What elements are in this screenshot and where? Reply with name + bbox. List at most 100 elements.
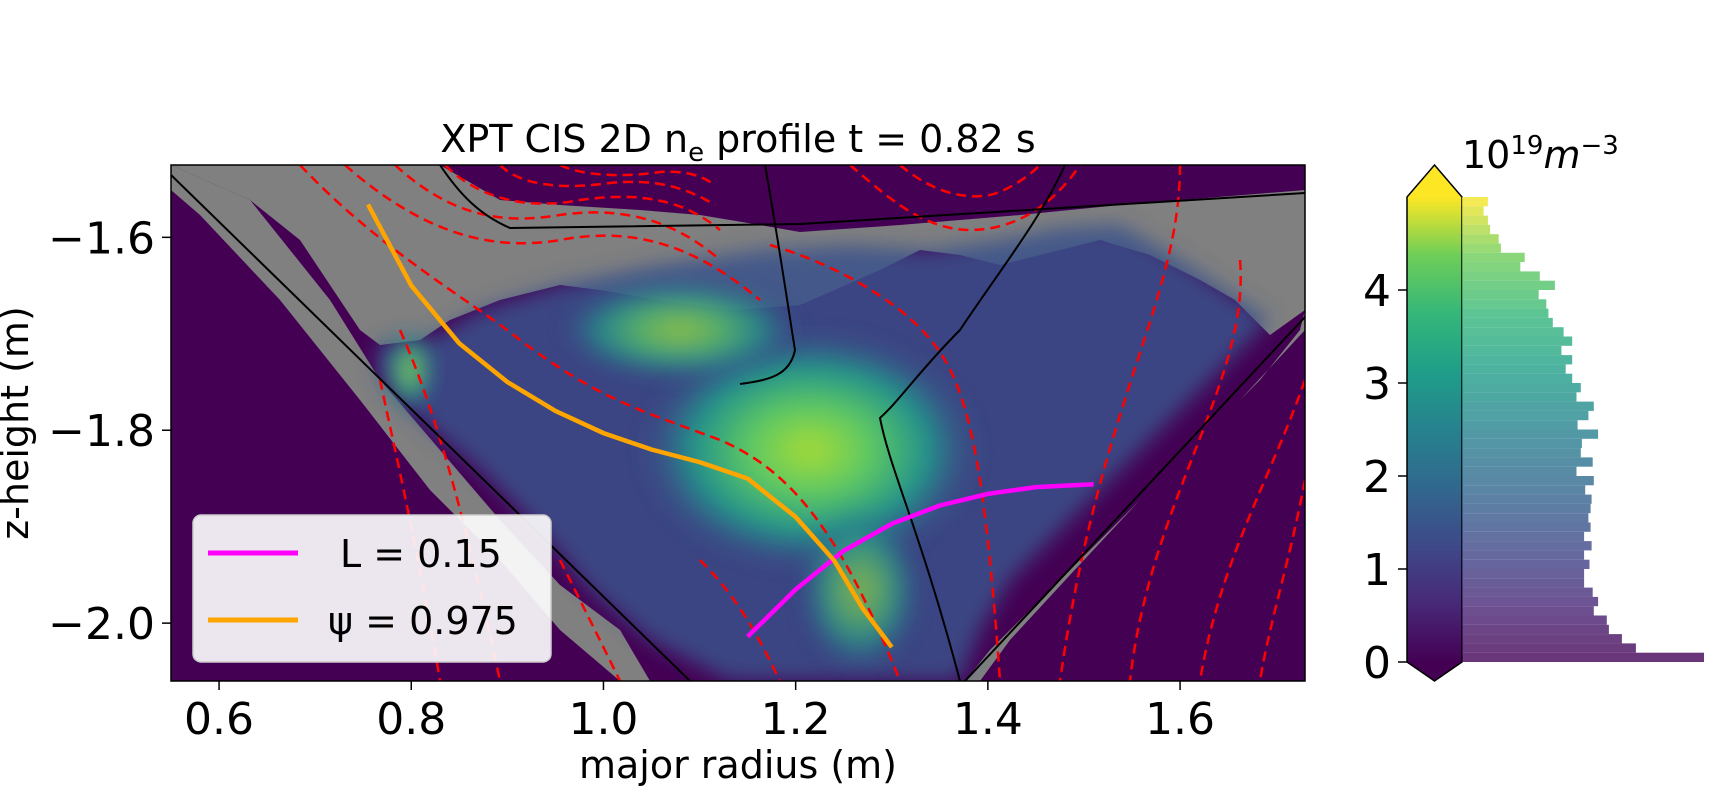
histogram-bar bbox=[1462, 290, 1539, 300]
separatrix bbox=[739, 165, 797, 385]
legend: L = 0.15 ψ = 0.975 bbox=[192, 514, 552, 663]
colorbar-tick-label: 1 bbox=[1363, 545, 1391, 596]
histogram-bar bbox=[1462, 383, 1581, 393]
series-line-L bbox=[746, 481, 1094, 639]
flux-contour bbox=[769, 243, 1002, 681]
histogram-bar bbox=[1462, 615, 1607, 625]
divertor-wall bbox=[964, 316, 1305, 681]
flux-contour bbox=[499, 165, 716, 207]
separatrix bbox=[439, 165, 1305, 230]
flux-contour bbox=[344, 165, 761, 301]
flux-contour bbox=[1258, 479, 1305, 681]
flux-contour bbox=[444, 165, 721, 231]
histogram-bar bbox=[1462, 466, 1577, 476]
heatmap-plot bbox=[171, 165, 1305, 681]
histogram-bar bbox=[1462, 550, 1585, 560]
histogram-bar bbox=[1462, 569, 1585, 579]
histogram-bar bbox=[1462, 485, 1586, 495]
histogram-bar bbox=[1462, 215, 1488, 225]
x-tick-label: 0.8 bbox=[376, 694, 446, 745]
histogram-bar bbox=[1462, 503, 1591, 514]
histogram-bar bbox=[1462, 596, 1599, 607]
histogram-bar bbox=[1462, 429, 1599, 439]
histogram-bar bbox=[1462, 364, 1566, 374]
colorbar: 0 1 2 3 4 1019m−3 bbox=[1363, 131, 1704, 689]
histogram-bar bbox=[1462, 224, 1491, 235]
histogram-bar bbox=[1462, 541, 1592, 551]
histogram-bar bbox=[1462, 355, 1573, 365]
histogram-bar bbox=[1462, 522, 1591, 532]
flux-contour bbox=[849, 165, 1082, 232]
wall-lines bbox=[171, 165, 1305, 681]
histogram-bar bbox=[1462, 578, 1585, 588]
colorbar-tick-label: 4 bbox=[1363, 266, 1391, 317]
masked-region-left bbox=[171, 165, 650, 681]
colorbar-label: 1019m−3 bbox=[1462, 131, 1619, 177]
histogram-bar bbox=[1462, 643, 1636, 653]
flux-contour bbox=[699, 559, 782, 681]
histogram-bar bbox=[1462, 299, 1547, 309]
histogram-bar bbox=[1462, 345, 1562, 356]
separatrix bbox=[878, 165, 1066, 681]
x-tick-label: 1.6 bbox=[1145, 694, 1215, 745]
flux-contour bbox=[394, 165, 721, 261]
chart-title: XPT CIS 2D ne profile t = 0.82 s bbox=[440, 117, 1035, 168]
histogram-bar bbox=[1462, 634, 1622, 644]
histogram-bar bbox=[1462, 410, 1589, 421]
x-tick-label: 1.2 bbox=[761, 694, 831, 745]
histogram-bar bbox=[1462, 624, 1609, 635]
colorbar-extend-bottom bbox=[1407, 662, 1462, 681]
legend-entry-psi: ψ = 0.975 bbox=[328, 599, 518, 643]
histogram-bar bbox=[1462, 448, 1581, 458]
histogram-bar bbox=[1462, 252, 1525, 263]
histogram-bar bbox=[1462, 327, 1564, 337]
colorbar-tick-label: 0 bbox=[1363, 638, 1391, 689]
histogram-bar bbox=[1462, 457, 1593, 467]
histogram-bar bbox=[1462, 234, 1499, 244]
flux-contour bbox=[558, 559, 622, 681]
histogram-bar bbox=[1462, 587, 1593, 597]
flux-contour bbox=[299, 165, 902, 681]
histogram-bar bbox=[1462, 420, 1578, 430]
histogram-bar bbox=[1462, 271, 1540, 281]
density-hotspot bbox=[800, 510, 920, 670]
histogram-bar bbox=[1462, 373, 1573, 383]
histogram-bar bbox=[1462, 652, 1704, 662]
colorbar-histogram bbox=[1462, 197, 1704, 662]
histogram-bar bbox=[1462, 438, 1582, 449]
histogram-bar bbox=[1462, 494, 1592, 504]
x-tick-label: 0.6 bbox=[184, 694, 254, 745]
histogram-bar bbox=[1462, 262, 1521, 272]
colorbar-tick-label: 2 bbox=[1363, 452, 1391, 503]
y-tick-label: −1.8 bbox=[48, 406, 155, 457]
flux-contour bbox=[559, 165, 716, 187]
series-line-psi bbox=[366, 203, 894, 649]
x-axis-label: major radius (m) bbox=[579, 743, 897, 787]
histogram-bar bbox=[1462, 513, 1589, 523]
x-tick-label: 1.4 bbox=[953, 694, 1023, 745]
legend-entry-L: L = 0.15 bbox=[340, 532, 502, 576]
y-tick-label: −2.0 bbox=[48, 599, 155, 650]
colorbar-tick-label: 3 bbox=[1363, 359, 1391, 410]
flux-contour bbox=[1058, 165, 1182, 681]
histogram-bar bbox=[1462, 243, 1501, 253]
colorbar-extend-top bbox=[1407, 165, 1462, 197]
histogram-bar bbox=[1462, 606, 1594, 616]
x-axis-ticks: 0.6 0.8 1.0 1.2 1.4 1.6 bbox=[184, 681, 1215, 745]
colorbar-ticks: 0 1 2 3 4 bbox=[1363, 266, 1407, 689]
histogram-bar bbox=[1462, 206, 1484, 216]
histogram-bar bbox=[1462, 559, 1590, 569]
histogram-bar bbox=[1462, 531, 1585, 542]
y-axis-label: z-height (m) bbox=[0, 306, 37, 540]
flux-contour bbox=[1198, 379, 1305, 681]
density-hotspot bbox=[560, 280, 800, 380]
histogram-bar bbox=[1462, 317, 1553, 328]
histogram-bar bbox=[1462, 280, 1555, 290]
y-tick-label: −1.6 bbox=[48, 213, 155, 264]
histogram-bar bbox=[1462, 308, 1549, 318]
y-axis-ticks: −1.6 −1.8 −2.0 bbox=[48, 213, 171, 650]
histogram-bar bbox=[1462, 336, 1573, 346]
histogram-bar bbox=[1462, 401, 1594, 411]
colorbar-gradient bbox=[1407, 197, 1462, 662]
